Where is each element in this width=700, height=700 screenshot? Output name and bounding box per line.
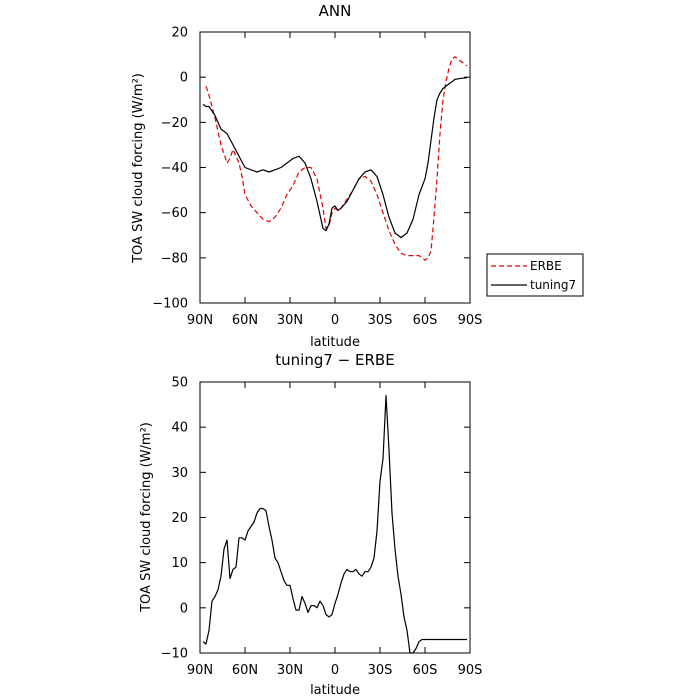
plot-lines xyxy=(202,395,467,654)
panel-difference: tuning7 − ERBE 50 40 30 20 10 0 −10 90N 60N 30N 0… xyxy=(139,351,482,698)
x-tick-label: 90S xyxy=(458,663,483,678)
x-tick-label: 30S xyxy=(368,663,393,678)
y-tick-label: 10 xyxy=(171,556,188,571)
y-tick-label: 30 xyxy=(171,466,188,481)
y-tick-label: −40 xyxy=(161,161,188,176)
legend-label-erbe: ERBE xyxy=(530,259,562,273)
series-line-difference xyxy=(202,395,467,654)
x-tick-label: 30N xyxy=(277,313,303,328)
y-axis: 20 0 −20 −40 −60 −80 −100 xyxy=(152,26,470,312)
y-tick-label: 0 xyxy=(180,71,188,86)
series-line-tuning7 xyxy=(202,77,468,239)
x-tick-label: 90N xyxy=(187,313,213,328)
y-axis: 50 40 30 20 10 0 −10 xyxy=(161,376,470,662)
y-tick-label: 40 xyxy=(171,421,188,436)
x-tick-label: 0 xyxy=(331,663,339,678)
x-tick-label: 0 xyxy=(331,313,339,328)
legend: ERBE tuning7 xyxy=(486,253,584,297)
y-tick-label: −10 xyxy=(161,647,188,662)
x-tick-label: 60S xyxy=(413,663,438,678)
x-axis: 90N 60N 30N 0 30S 60S 90S xyxy=(187,382,483,678)
y-tick-label: 50 xyxy=(171,376,188,391)
series-line-erbe xyxy=(205,56,468,261)
x-tick-label: 30N xyxy=(277,663,303,678)
x-tick-label: 60N xyxy=(232,663,258,678)
legend-box xyxy=(486,253,584,297)
y-tick-label: −80 xyxy=(161,251,188,266)
legend-label-tuning7: tuning7 xyxy=(530,278,576,292)
x-axis: 90N 60N 30N 0 30S 60S 90S xyxy=(187,32,483,328)
x-tick-label: 30S xyxy=(368,313,393,328)
panel-title: tuning7 − ERBE xyxy=(275,351,394,369)
y-axis-title: TOA SW cloud forcing (W/m²) xyxy=(131,73,146,264)
plot-lines xyxy=(202,56,468,261)
plot-frame xyxy=(199,381,471,654)
y-tick-label: 0 xyxy=(180,601,188,616)
x-axis-title: latitude xyxy=(310,335,360,350)
x-tick-label: 60S xyxy=(413,313,438,328)
panel-title: ANN xyxy=(319,2,352,20)
y-tick-label: 20 xyxy=(171,511,188,526)
y-tick-label: −100 xyxy=(152,297,188,312)
x-tick-label: 90S xyxy=(458,313,483,328)
panel-ann: ANN 20 0 −20 −40 −60 −80 −100 90N 60N 30N 0 30S 60S… xyxy=(131,2,584,350)
y-tick-label: −60 xyxy=(161,206,188,221)
y-tick-label: 20 xyxy=(171,26,188,41)
y-axis-title: TOA SW cloud forcing (W/m²) xyxy=(139,422,154,613)
x-tick-label: 60N xyxy=(232,313,258,328)
x-axis-title: latitude xyxy=(310,683,360,698)
y-tick-label: −20 xyxy=(161,116,188,131)
x-tick-label: 90N xyxy=(187,663,213,678)
